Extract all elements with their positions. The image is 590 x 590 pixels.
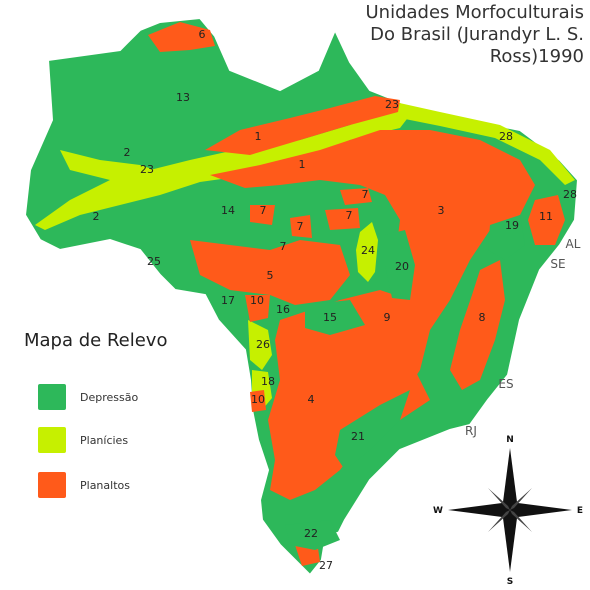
legend-label-depressao: Depressão	[80, 390, 139, 404]
legend-swatch-planaltos	[38, 472, 66, 498]
unit-label-7: 7	[260, 204, 267, 217]
unit-label-28: 28	[499, 130, 513, 143]
pantanal-plain-26	[248, 320, 272, 370]
depression-21	[335, 390, 410, 470]
plateau-7b	[290, 215, 312, 238]
amazon-plain-branch	[60, 150, 170, 185]
depression-22	[285, 520, 340, 550]
unit-label-7: 7	[297, 220, 304, 233]
unit-label-5: 5	[267, 269, 274, 282]
unit-label-26: 26	[256, 338, 270, 351]
compass-diagonal-nw	[488, 488, 510, 510]
legend-label-planaltos: Planaltos	[80, 478, 130, 492]
compass-needle-south	[503, 510, 517, 572]
compass-n: N	[506, 435, 514, 445]
legend-title: Mapa de Relevo	[24, 330, 168, 351]
state-label-se: SE	[550, 257, 565, 271]
state-label-rj: RJ	[465, 424, 477, 438]
unit-label-19: 19	[505, 219, 519, 232]
plateau-10-north	[245, 295, 270, 322]
compass-needle-north	[503, 448, 517, 510]
unit-label-23: 23	[385, 98, 399, 111]
unit-label-7: 7	[362, 188, 369, 201]
unit-label-23: 23	[140, 163, 154, 176]
state-label-al: AL	[566, 237, 581, 251]
unit-label-4: 4	[308, 393, 315, 406]
legend-label-planicies: Planícies	[80, 433, 129, 447]
unit-label-28: 28	[563, 188, 577, 201]
map-title-line3: Ross)1990	[489, 46, 584, 67]
unit-label-2: 2	[124, 146, 131, 159]
depression-20	[385, 230, 415, 300]
legend-item-depressao: Depressão	[38, 382, 138, 412]
unit-label-20: 20	[395, 260, 409, 273]
state-label-es: ES	[498, 377, 513, 391]
plateau-south-22	[295, 545, 320, 566]
unit-label-2: 2	[93, 210, 100, 223]
plateau-11	[528, 195, 565, 245]
compass-needle-west	[448, 503, 510, 517]
plateau-7c	[325, 208, 360, 230]
unit-label-16: 16	[276, 303, 290, 316]
depression-15	[305, 300, 365, 335]
compass-diagonal-ne	[510, 488, 532, 510]
central-plain-24	[356, 222, 378, 282]
unit-label-25: 25	[147, 255, 161, 268]
plateau-1-3-main	[210, 130, 535, 400]
plateau-4-9	[268, 290, 430, 500]
unit-label-7: 7	[346, 209, 353, 222]
compass-w: W	[433, 506, 443, 516]
plateau-10-south	[250, 390, 266, 412]
legend-item-planicies: Planícies	[38, 425, 128, 455]
depression-19	[488, 215, 525, 260]
unit-label-3: 3	[438, 204, 445, 217]
unit-label-1: 1	[255, 130, 262, 143]
compass-e: E	[577, 506, 583, 516]
unit-label-10: 10	[250, 294, 264, 307]
unit-label-6: 6	[199, 28, 206, 41]
map-title-line2: Do Brasil (Jurandyr L. S.	[370, 24, 584, 45]
plateau-6	[148, 22, 215, 52]
compass-rose: N S E W	[433, 435, 583, 587]
plateau-1-north	[205, 96, 400, 155]
plateau-7a	[250, 205, 275, 225]
amazon-plain	[35, 108, 410, 230]
unit-label-11: 11	[539, 210, 553, 223]
compass-s: S	[507, 577, 513, 586]
unit-label-24: 24	[361, 244, 375, 257]
unit-label-27: 27	[319, 559, 333, 572]
legend-item-planaltos: Planaltos	[38, 470, 130, 500]
unit-label-18: 18	[261, 375, 275, 388]
coastal-plain-north	[395, 102, 575, 185]
compass-diagonal-sw	[488, 510, 510, 532]
legend-swatch-planicies	[38, 427, 66, 453]
unit-label-14: 14	[221, 204, 235, 217]
unit-label-22: 22	[304, 527, 318, 540]
unit-label-10: 10	[251, 393, 265, 406]
unit-label-8: 8	[479, 311, 486, 324]
compass-needle-east	[510, 503, 572, 517]
plateau-7d	[340, 188, 372, 205]
unit-label-21: 21	[351, 430, 365, 443]
plateau-8	[450, 260, 505, 390]
unit-label-15: 15	[323, 311, 337, 324]
legend-swatch-depressao	[38, 384, 66, 410]
unit-label-9: 9	[384, 311, 391, 324]
map-title-line1: Unidades Morfoculturais	[365, 2, 584, 23]
unit-label-7: 7	[280, 240, 287, 253]
plateau-5-7	[190, 240, 350, 305]
unit-label-1: 1	[299, 158, 306, 171]
compass-diagonal-se	[510, 510, 532, 532]
unit-label-17: 17	[221, 294, 235, 307]
unit-label-13: 13	[176, 91, 190, 104]
map-title: Unidades Morfoculturais Do Brasil (Juran…	[284, 2, 584, 68]
